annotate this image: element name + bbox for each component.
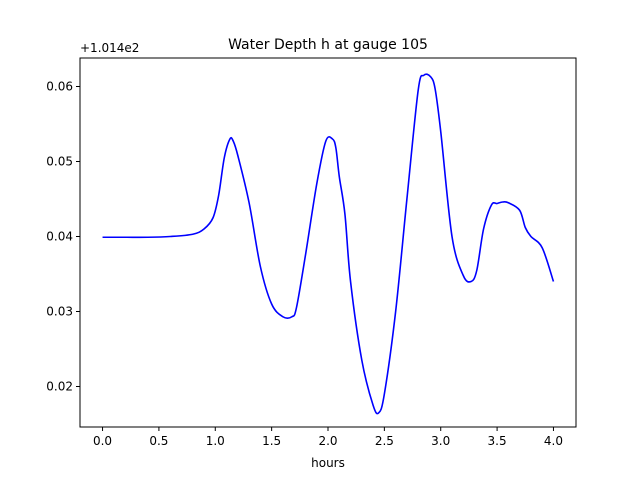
x-axis-label: hours	[311, 456, 345, 470]
x-tick-label: 2.5	[375, 434, 394, 448]
plot-area: 0.0 0.5 1.0 1.5 2.0 2.5 3.0 3.5 4.0 0.02 0.03 0.04 0…	[46, 73, 563, 448]
y-tick-label: 0.02	[46, 380, 73, 394]
y-tick-label: 0.04	[46, 230, 73, 244]
chart-title: Water Depth h at gauge 105	[228, 37, 428, 53]
series-line	[102, 73, 555, 415]
x-tick-label: 2.0	[318, 434, 337, 448]
x-tick-label: 1.0	[206, 434, 225, 448]
x-tick-label: 3.5	[488, 434, 507, 448]
axes-frame	[79, 57, 577, 428]
x-tick-label: 0.5	[149, 434, 168, 448]
x-tick-label: 4.0	[544, 434, 563, 448]
x-tick-label: 0.0	[93, 434, 112, 448]
y-tick-label: 0.03	[46, 305, 73, 319]
x-tick-label: 3.0	[431, 434, 450, 448]
x-tick-label: 1.5	[262, 434, 281, 448]
y-tick-label: 0.05	[46, 155, 73, 169]
y-offset-label: +1.014e2	[80, 41, 139, 55]
y-tick-label: 0.06	[46, 80, 73, 94]
